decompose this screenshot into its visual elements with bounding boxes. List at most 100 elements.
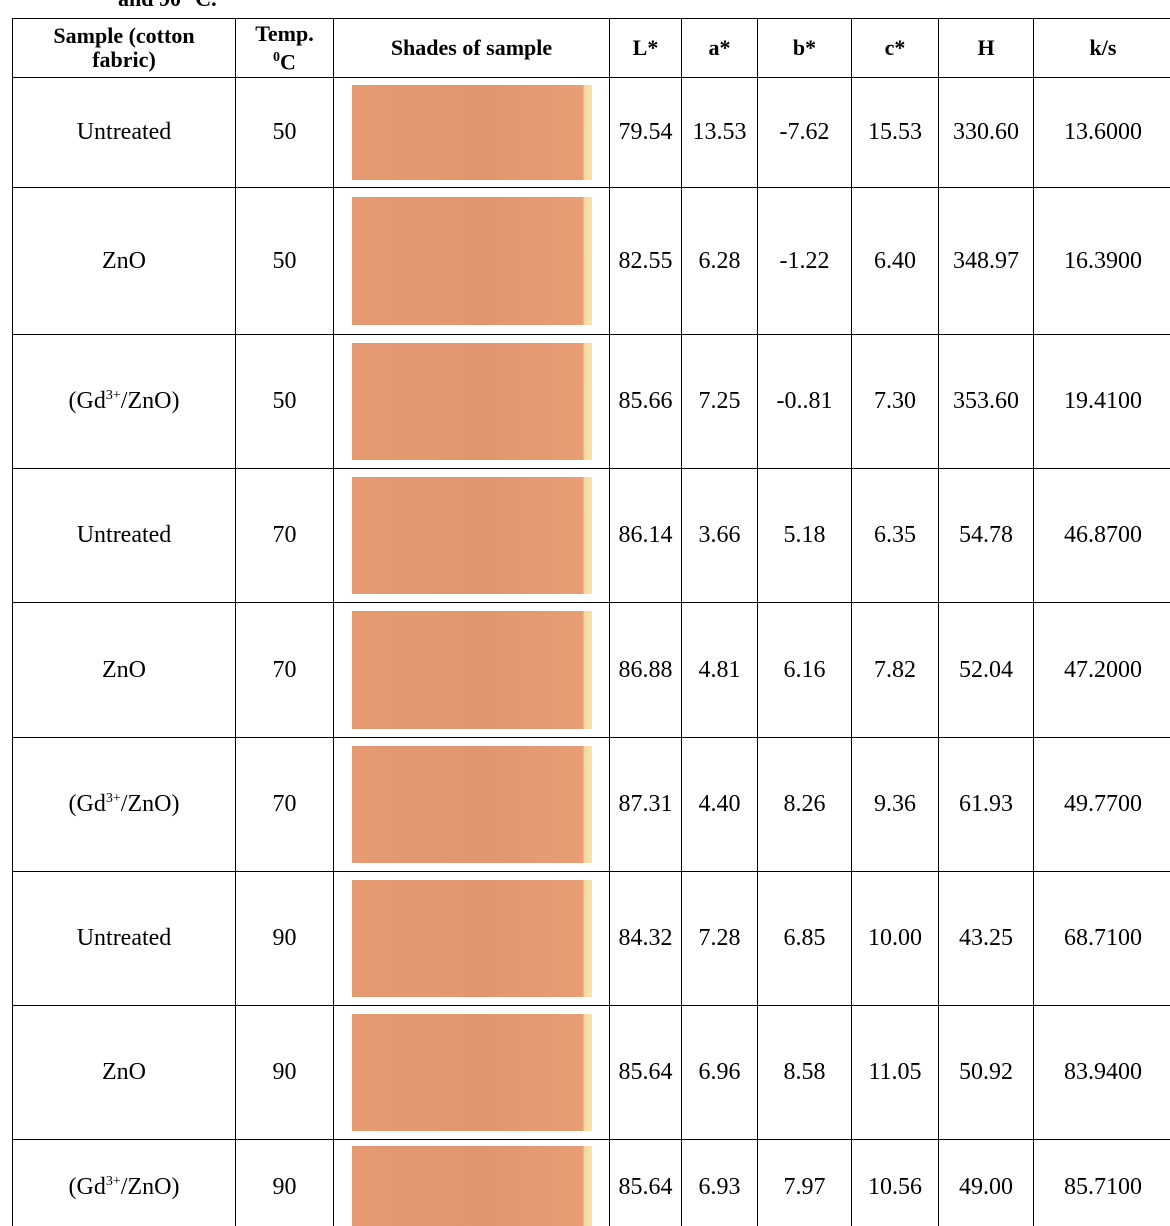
value-cell: 85.64 <box>610 1006 682 1140</box>
value-cell: 85.64 <box>610 1140 682 1226</box>
value-cell: 19.4100 <box>1034 335 1170 469</box>
fabric-swatch <box>352 1014 592 1131</box>
sample-name: ZnO <box>102 657 146 683</box>
shade-cell <box>334 603 610 738</box>
value-cell: 83.9400 <box>1034 1006 1170 1140</box>
shade-cell <box>334 738 610 872</box>
value-cell: 7.28 <box>682 872 758 1006</box>
header-cell: H <box>939 19 1034 78</box>
temp-cell: 90 <box>236 872 334 1006</box>
shade-cell <box>334 188 610 335</box>
superscript: 3+ <box>106 1174 121 1189</box>
sample-name: ZnO <box>102 1059 146 1085</box>
sample-cell: ZnO <box>13 188 236 335</box>
value-cell: 4.81 <box>682 603 758 738</box>
value-cell: 86.88 <box>610 603 682 738</box>
temp-cell: 90 <box>236 1006 334 1140</box>
value-cell: 8.58 <box>758 1006 852 1140</box>
value-cell: 10.56 <box>852 1140 939 1226</box>
value-cell: 6.40 <box>852 188 939 335</box>
header-cell: a* <box>682 19 758 78</box>
value-cell: 8.26 <box>758 738 852 872</box>
value-cell: 6.93 <box>682 1140 758 1226</box>
value-cell: 46.8700 <box>1034 469 1170 603</box>
value-cell: 7.82 <box>852 603 939 738</box>
value-cell: 49.7700 <box>1034 738 1170 872</box>
value-cell: 13.53 <box>682 78 758 188</box>
header-text: Sample (cotton <box>53 23 194 48</box>
sample-cell: Untreated <box>13 469 236 603</box>
value-cell: 7.25 <box>682 335 758 469</box>
value-cell: 9.36 <box>852 738 939 872</box>
header-cell: Temp.0C <box>236 19 334 78</box>
shade-cell <box>334 469 610 603</box>
fabric-swatch <box>352 1146 592 1226</box>
shade-cell <box>334 78 610 188</box>
temp-cell: 50 <box>236 188 334 335</box>
value-cell: 3.66 <box>682 469 758 603</box>
value-cell: 353.60 <box>939 335 1034 469</box>
value-cell: 330.60 <box>939 78 1034 188</box>
value-cell: 7.30 <box>852 335 939 469</box>
fabric-swatch <box>352 611 592 729</box>
temp-cell: 70 <box>236 738 334 872</box>
sample-name: Untreated <box>77 925 172 951</box>
value-cell: -1.22 <box>758 188 852 335</box>
fabric-swatch <box>352 197 592 325</box>
value-cell: 85.66 <box>610 335 682 469</box>
header-cell: L* <box>610 19 682 78</box>
sample-cell: (Gd3+/ZnO) <box>13 738 236 872</box>
value-cell: 82.55 <box>610 188 682 335</box>
value-cell: 61.93 <box>939 738 1034 872</box>
sample-name: (Gd <box>69 1174 106 1200</box>
fabric-swatch <box>352 477 592 594</box>
temp-cell: 50 <box>236 335 334 469</box>
value-cell: 87.31 <box>610 738 682 872</box>
sample-cell: (Gd3+/ZnO) <box>13 335 236 469</box>
header-cell: b* <box>758 19 852 78</box>
value-cell: 47.2000 <box>1034 603 1170 738</box>
sample-name: Untreated <box>77 522 172 548</box>
header-text: C <box>280 49 296 74</box>
value-cell: 5.18 <box>758 469 852 603</box>
value-cell: 6.28 <box>682 188 758 335</box>
value-cell: 43.25 <box>939 872 1034 1006</box>
fabric-swatch <box>352 85 592 181</box>
sample-name: /ZnO) <box>121 388 180 414</box>
fabric-swatch <box>352 746 592 863</box>
page: and 90 °C. Sample (cottonfabric)Temp.0CS… <box>0 0 1170 1226</box>
value-cell: 85.7100 <box>1034 1140 1170 1226</box>
superscript: 3+ <box>106 791 121 806</box>
value-cell: 6.16 <box>758 603 852 738</box>
value-cell: 11.05 <box>852 1006 939 1140</box>
sample-name: (Gd <box>69 388 106 414</box>
shade-cell <box>334 1140 610 1226</box>
sample-cell: ZnO <box>13 603 236 738</box>
sample-name: /ZnO) <box>121 791 180 817</box>
header-cell: Shades of sample <box>334 19 610 78</box>
sample-name: (Gd <box>69 791 106 817</box>
value-cell: 6.35 <box>852 469 939 603</box>
value-cell: -7.62 <box>758 78 852 188</box>
value-cell: -0..81 <box>758 335 852 469</box>
fabric-swatch <box>352 880 592 997</box>
value-cell: 15.53 <box>852 78 939 188</box>
sample-cell: ZnO <box>13 1006 236 1140</box>
temp-cell: 90 <box>236 1140 334 1226</box>
header-cell: k/s <box>1034 19 1170 78</box>
value-cell: 79.54 <box>610 78 682 188</box>
value-cell: 68.7100 <box>1034 872 1170 1006</box>
shade-cell <box>334 1006 610 1140</box>
header-cell: c* <box>852 19 939 78</box>
value-cell: 52.04 <box>939 603 1034 738</box>
value-cell: 49.00 <box>939 1140 1034 1226</box>
